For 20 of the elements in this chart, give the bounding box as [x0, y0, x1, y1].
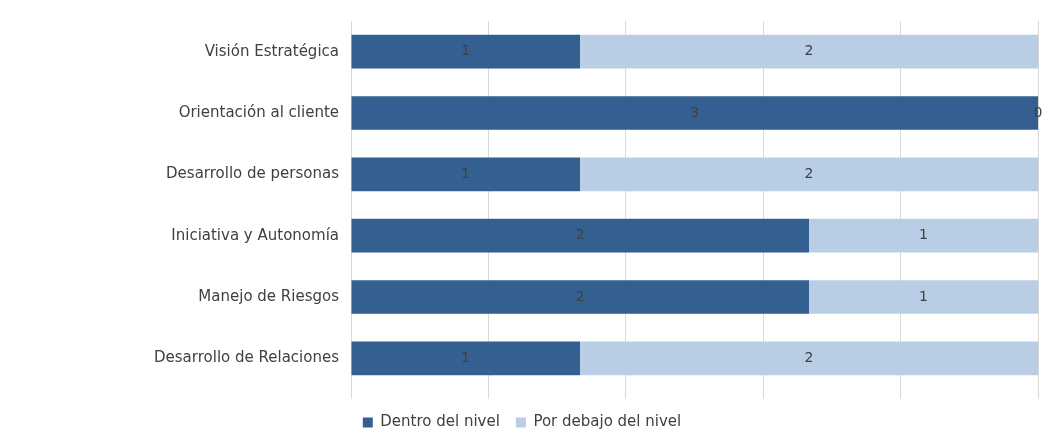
y-tick-label: Visión Estratégica	[204, 41, 339, 60]
legend-label: Dentro del nivel	[380, 412, 500, 431]
y-tick-label: Desarrollo de Relaciones	[154, 348, 340, 367]
data-label: 2	[804, 42, 814, 59]
y-tick-label: Orientación al cliente	[178, 102, 339, 121]
y-tick-label: Desarrollo de personas	[166, 164, 340, 183]
data-label: 1	[461, 164, 471, 181]
data-label: 1	[919, 226, 928, 243]
y-tick-label: Manejo de Riesgos	[198, 286, 340, 305]
legend-label: Por debajo del nivel	[533, 412, 682, 431]
data-label: 1	[461, 42, 471, 59]
data-label: 2	[804, 348, 814, 365]
data-label: 2	[804, 164, 814, 181]
data-label: 1	[919, 287, 928, 304]
data-label: 1	[461, 348, 471, 365]
data-label: 2	[575, 226, 585, 243]
data-label: 2	[575, 287, 585, 304]
data-label: 0	[1033, 103, 1043, 120]
data-label: 3	[690, 103, 700, 120]
y-tick-label: Iniciativa y Autonomía	[171, 225, 339, 244]
